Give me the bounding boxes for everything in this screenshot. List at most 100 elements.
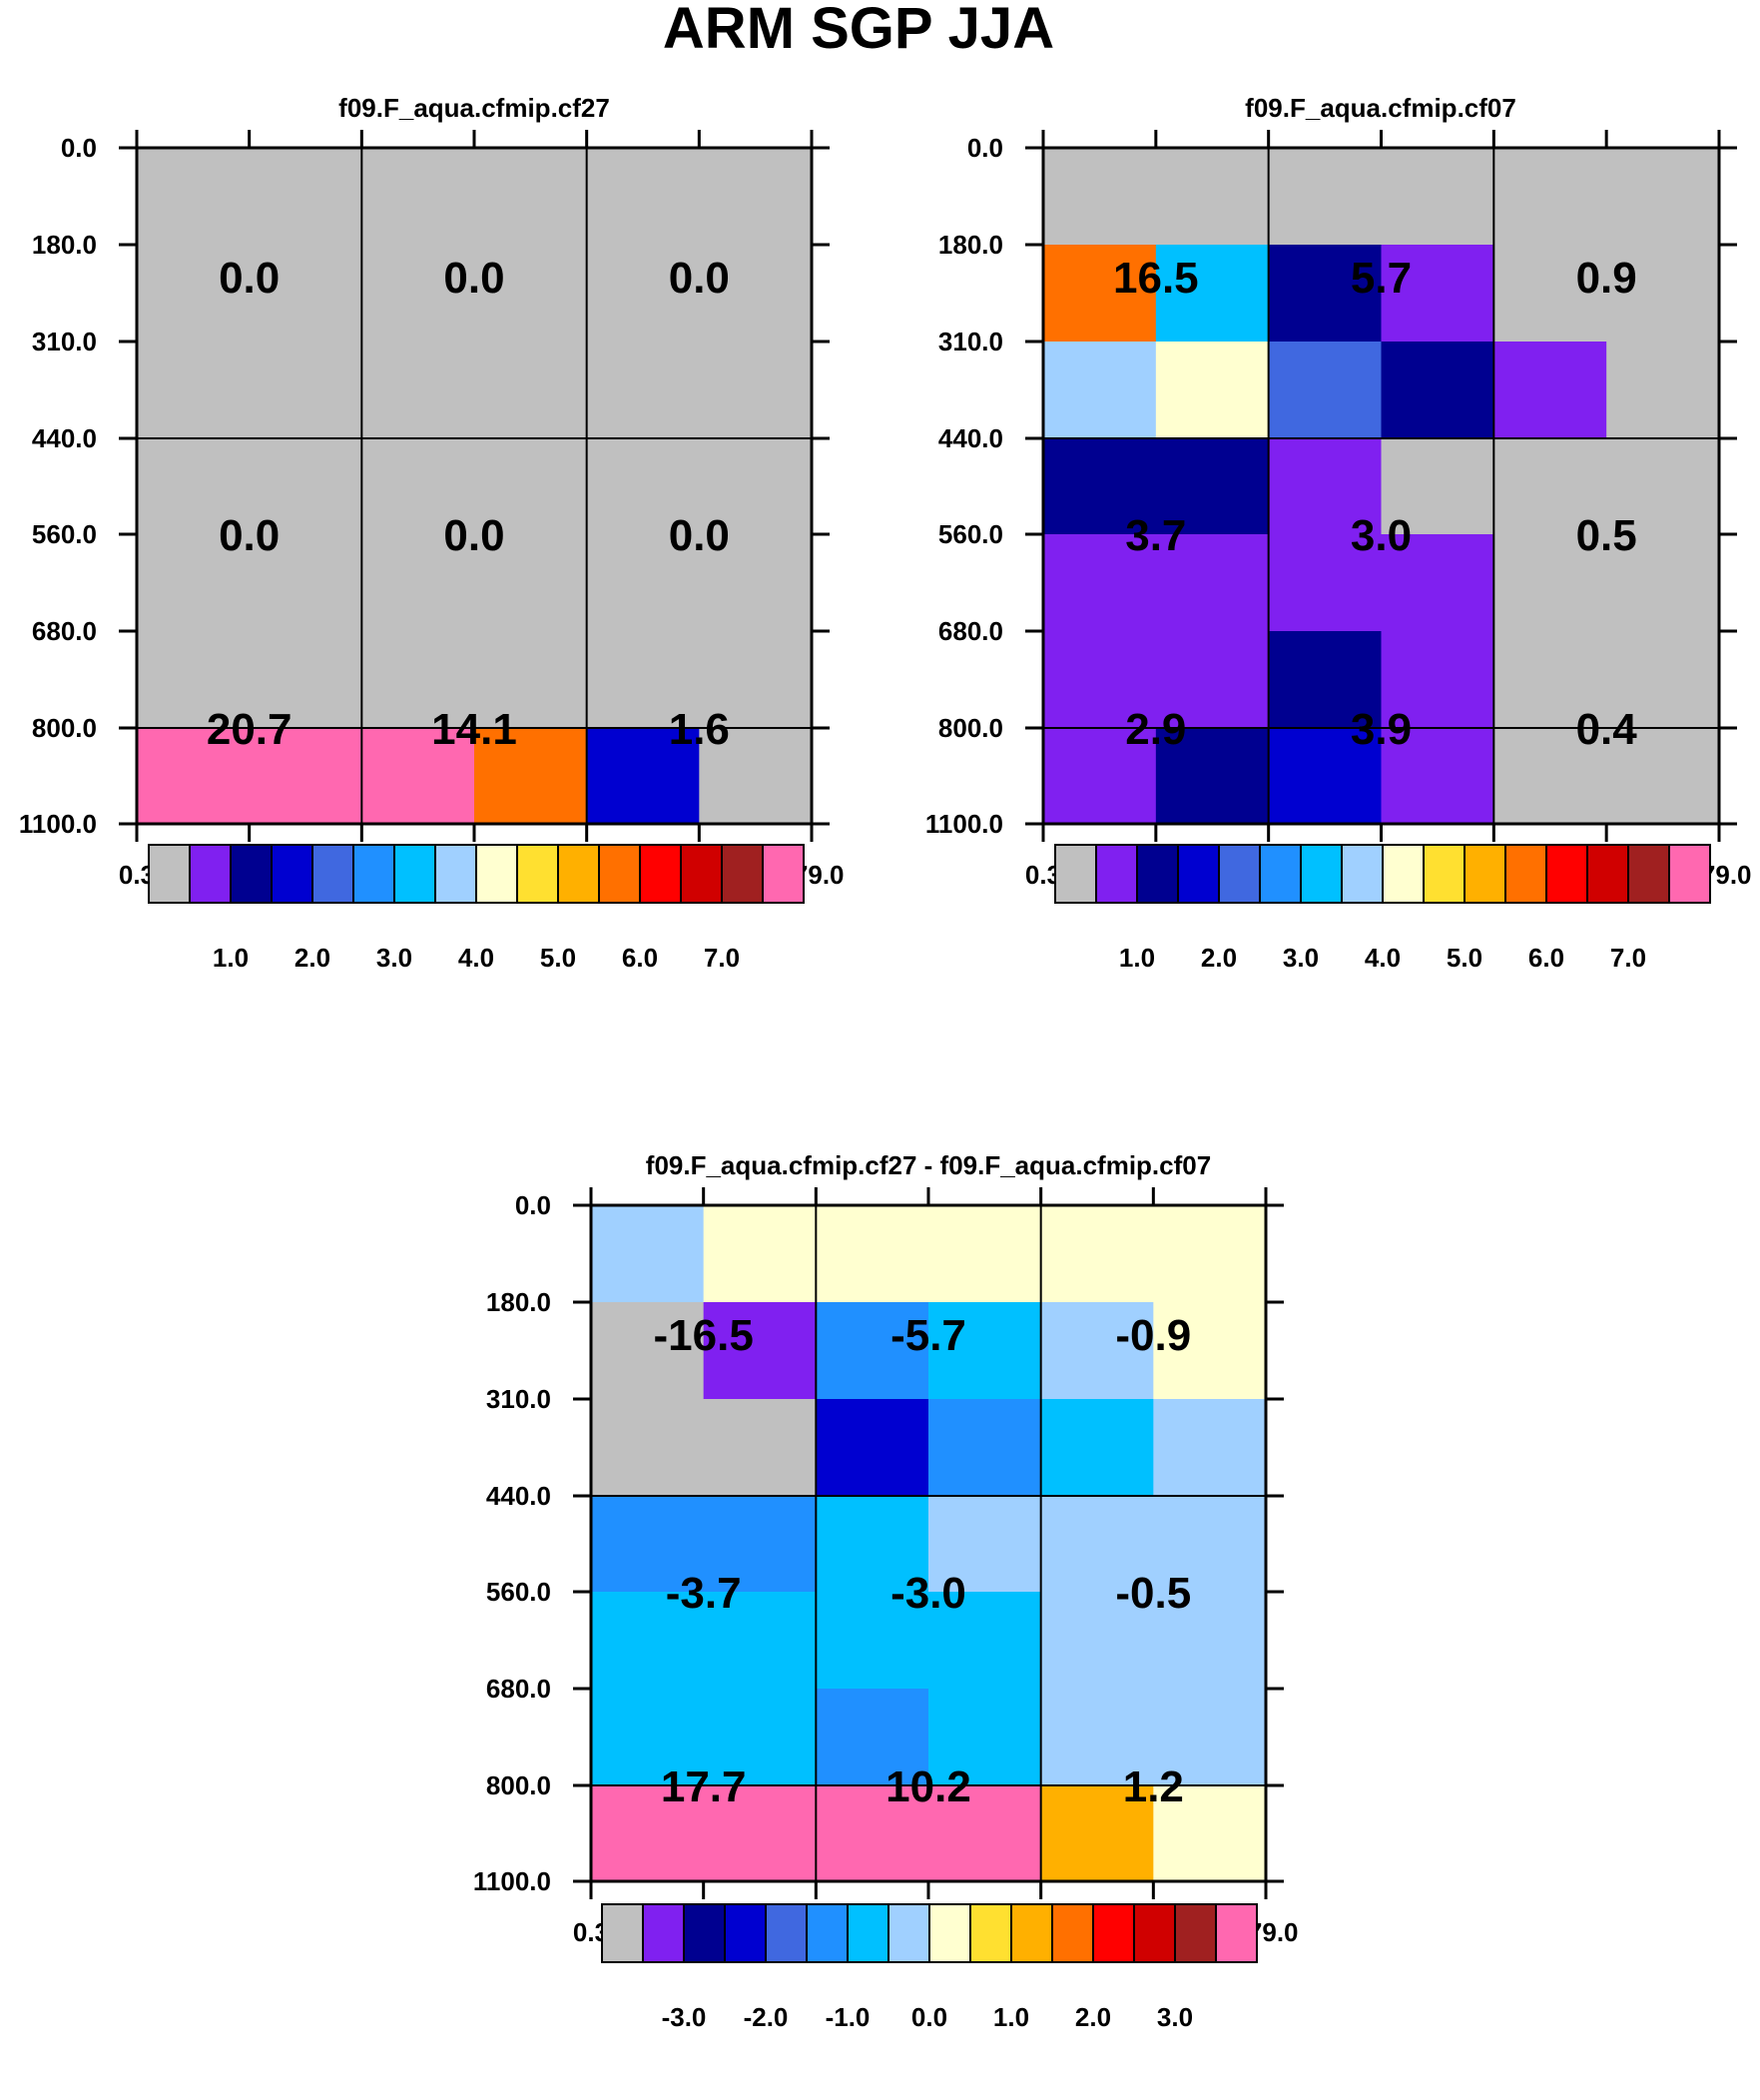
heatmap-cell	[591, 1205, 705, 1303]
y-tick-label: 1100.0	[473, 1866, 551, 1896]
box-value-label: 0.0	[443, 511, 504, 560]
box-value-label: 2.9	[1125, 705, 1186, 754]
y-tick-label: 310.0	[486, 1384, 551, 1414]
heatmap-cell	[1606, 245, 1720, 343]
heatmap-cell	[361, 534, 475, 632]
colorbar-swatch	[1545, 844, 1588, 904]
colorbar-label: 0.0	[911, 2002, 947, 2032]
heatmap-cell	[816, 1302, 929, 1400]
colorbar-swatch	[148, 844, 191, 904]
heatmap-cell	[703, 1205, 817, 1303]
colorbar-swatch	[557, 844, 600, 904]
heatmap-cell	[1155, 534, 1270, 632]
heatmap-cell	[1268, 342, 1383, 439]
colorbar-swatch	[434, 844, 477, 904]
colorbar-swatch	[1341, 844, 1384, 904]
panel-1: f09.F_aqua.cfmip.cf27 0.0 180.0 310.0 440.0 5…	[19, 93, 845, 973]
y-tick-label: 180.0	[486, 1287, 551, 1317]
heatmap-cell	[699, 342, 813, 439]
heatmap-cell	[1268, 534, 1383, 632]
colorbar-swatch	[887, 1903, 930, 1963]
box-value-label: 16.5	[1113, 254, 1199, 303]
heatmap-cell	[1040, 1205, 1154, 1303]
colorbar-swatch	[1010, 1903, 1053, 1963]
box-value-label: 3.9	[1351, 705, 1412, 754]
heatmap-cell	[249, 728, 362, 825]
colorbar-swatch	[1051, 1903, 1094, 1963]
box-value-label: -5.7	[890, 1311, 966, 1360]
heatmap-cell	[1381, 245, 1494, 343]
colorbar-swatch	[1259, 844, 1302, 904]
box-value-label: 1.2	[1123, 1762, 1184, 1811]
y-tick-label: 800.0	[938, 713, 1003, 743]
heatmap-cell	[1043, 245, 1157, 343]
box-value-label: 0.0	[669, 254, 730, 303]
colorbar-label: -2.0	[744, 2002, 789, 2032]
heatmap-cell	[591, 1302, 705, 1400]
colorbar-label: 1.0	[1119, 943, 1155, 973]
heatmap-cell	[1153, 1399, 1267, 1497]
colorbar-swatch	[1423, 844, 1466, 904]
heatmap-cell	[1040, 1496, 1154, 1593]
heatmap-cell	[699, 245, 813, 343]
heatmap-cell	[249, 438, 362, 535]
colorbar-swatch	[393, 844, 436, 904]
colorbar-swatch	[230, 844, 273, 904]
heatmap-cell	[1155, 342, 1270, 439]
heatmap-cell	[361, 342, 475, 439]
colorbar-swatch	[1133, 1903, 1176, 1963]
colorbar-swatch	[475, 844, 518, 904]
y-tick-label: 0.0	[61, 133, 97, 163]
colorbar-label: -3.0	[662, 2002, 707, 2032]
colorbar-swatch	[721, 844, 764, 904]
panel-title: f09.F_aqua.cfmip.cf07	[1245, 93, 1516, 123]
y-tick-label: 800.0	[32, 713, 97, 743]
heatmap-cell	[137, 245, 251, 343]
colorbar-swatch	[847, 1903, 889, 1963]
box-value-label: 17.7	[661, 1762, 747, 1811]
heatmap-cell	[816, 1205, 929, 1303]
y-tick-label: 560.0	[486, 1577, 551, 1607]
heatmap-cell	[1153, 1689, 1267, 1786]
heatmap-cell	[591, 1496, 705, 1593]
box-value-label: -16.5	[654, 1311, 754, 1360]
colorbar-swatch	[639, 844, 682, 904]
heatmap-cell	[249, 342, 362, 439]
y-tick-label: 440.0	[938, 423, 1003, 453]
heatmap-cell	[586, 534, 700, 632]
box-value-label: 20.7	[207, 705, 293, 754]
heatmap-cell	[1606, 728, 1720, 825]
heatmap-cell	[137, 631, 251, 729]
heatmap-cell	[928, 1399, 1042, 1497]
colorbar-label: 1.0	[213, 943, 249, 973]
heatmap-cell	[474, 245, 588, 343]
heatmap-cell	[699, 631, 813, 729]
y-tick-label: 440.0	[486, 1481, 551, 1511]
colorbar-label: -1.0	[826, 2002, 871, 2032]
heatmap-cell	[591, 1785, 705, 1882]
heatmap-cell	[1040, 1302, 1154, 1400]
box-value-label: 14.1	[431, 705, 517, 754]
colorbar-label: 5.0	[540, 943, 576, 973]
heatmap-cell	[1493, 245, 1607, 343]
colorbar-swatch	[1174, 1903, 1217, 1963]
heatmap-cell	[699, 148, 813, 246]
heatmap-cell	[1606, 534, 1720, 632]
colorbar-swatch	[1504, 844, 1547, 904]
heatmap-cell	[1493, 728, 1607, 825]
heatmap-cell	[1381, 438, 1494, 535]
y-tick-label: 560.0	[938, 519, 1003, 549]
colorbar-label: 4.0	[1365, 943, 1401, 973]
heatmap-cell	[928, 1785, 1042, 1882]
colorbar-swatch	[1300, 844, 1343, 904]
heatmap-cell	[361, 438, 475, 535]
colorbar-label: 3.0	[376, 943, 412, 973]
colorbar-label: 3.0	[1157, 2002, 1193, 2032]
colorbar-swatch	[969, 1903, 1012, 1963]
heatmap-cell	[816, 1496, 929, 1593]
box-value-label: 0.4	[1576, 705, 1638, 754]
heatmap-cell	[816, 1689, 929, 1786]
y-tick-label: 1100.0	[925, 809, 1003, 839]
box-value-label: 5.7	[1351, 254, 1412, 303]
heatmap-cell	[474, 631, 588, 729]
